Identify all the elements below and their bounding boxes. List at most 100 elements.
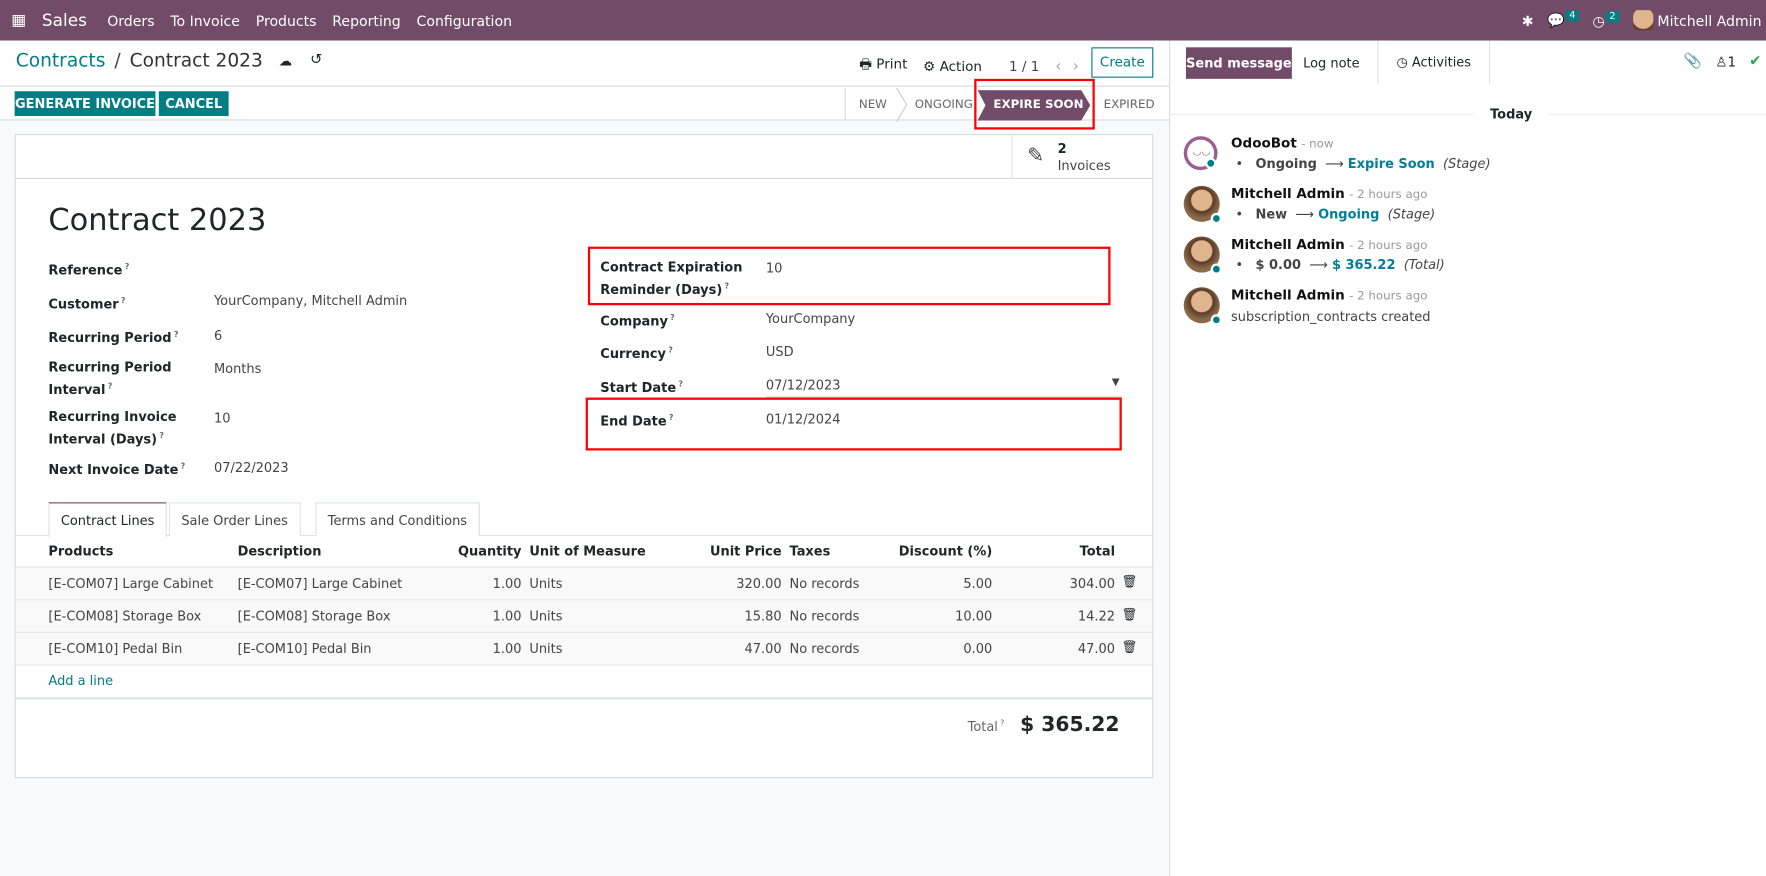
recurring-period-interval-field[interactable]: Months — [213, 360, 262, 377]
column-header-taxes[interactable]: Taxes — [789, 542, 831, 559]
cell-quantity[interactable]: 1.00 — [492, 608, 522, 624]
action-button[interactable]: ⚙ Action — [923, 58, 982, 74]
recurring-period-field[interactable]: 6 — [213, 327, 223, 344]
add-a-line-link[interactable]: Add a line — [48, 672, 114, 689]
cell-quantity[interactable]: 1.00 — [492, 640, 522, 657]
cell-discount[interactable]: 10.00 — [955, 608, 993, 624]
cell-unit-price[interactable]: 15.80 — [744, 608, 782, 624]
stage-expire-soon[interactable]: EXPIRE SOON — [993, 97, 1084, 112]
message-author[interactable]: Mitchell Admin — [1231, 236, 1345, 253]
cell-taxes[interactable]: No records — [789, 608, 860, 624]
app-grid-icon[interactable]: ▦ — [11, 11, 27, 30]
cell-product[interactable]: [E-COM07] Large Cabinet — [48, 575, 214, 592]
date-separator: Today — [1490, 105, 1533, 122]
message-author[interactable]: OdooBot — [1231, 135, 1297, 151]
cell-unit-price[interactable]: 320.00 — [736, 575, 782, 592]
trash-icon[interactable]: 🗑 — [1121, 607, 1138, 622]
user-name: Mitchell Admin — [1657, 11, 1762, 29]
pager-value[interactable]: 1 / 1 — [1008, 58, 1040, 74]
save-cloud-icon[interactable]: ☁ — [278, 52, 293, 69]
expiration-reminder-field[interactable]: 10 — [765, 260, 783, 276]
debug-bug-icon[interactable]: ✱ — [1521, 11, 1534, 29]
trash-icon[interactable]: 🗑 — [1121, 639, 1138, 655]
cell-product[interactable]: [E-COM08] Storage Box — [48, 608, 202, 624]
cell-uom[interactable]: Units — [529, 608, 563, 624]
cancel-button[interactable]: CANCEL — [158, 91, 229, 117]
create-button[interactable]: Create — [1091, 47, 1154, 78]
odoobot-avatar[interactable]: ◡◡ — [1183, 136, 1218, 171]
messages-button[interactable]: 💬 4 — [1547, 10, 1579, 29]
customer-field[interactable]: YourCompany, Mitchell Admin — [213, 292, 408, 309]
send-message-button[interactable]: Send message — [1185, 47, 1292, 79]
column-header-description[interactable]: Description — [237, 542, 322, 559]
print-button[interactable]: 🖶 Print — [859, 56, 908, 73]
column-header-total[interactable]: Total — [1079, 542, 1116, 559]
menu-reporting[interactable]: Reporting — [332, 11, 401, 29]
user-avatar[interactable] — [1183, 236, 1223, 275]
next-invoice-date-field[interactable]: 07/22/2023 — [213, 459, 289, 476]
menu-products[interactable]: Products — [255, 11, 317, 29]
cell-discount[interactable]: 5.00 — [963, 575, 993, 592]
start-date-input[interactable]: 07/12/2023 ▼ — [765, 377, 1122, 398]
menu-orders[interactable]: Orders — [107, 11, 155, 29]
currency-field[interactable]: USD — [765, 343, 794, 360]
cell-description[interactable]: [E-COM10] Pedal Bin — [237, 640, 372, 657]
tab-sale-order-lines[interactable]: Sale Order Lines — [168, 502, 301, 537]
cell-taxes[interactable]: No records — [789, 640, 860, 657]
message-header: Mitchell Admin - 2 hours ago — [1231, 237, 1427, 253]
menu-to-invoice[interactable]: To Invoice — [170, 11, 240, 29]
menu-configuration[interactable]: Configuration — [416, 11, 512, 29]
stage-expired[interactable]: EXPIRED — [1103, 97, 1155, 112]
followers-button[interactable]: ♙1 — [1715, 54, 1737, 70]
column-header-unit-price[interactable]: Unit Price — [709, 542, 782, 559]
dropdown-caret-icon[interactable]: ▼ — [1111, 377, 1120, 389]
cell-uom[interactable]: Units — [529, 640, 563, 657]
generate-invoice-button[interactable]: GENERATE INVOICE — [14, 91, 156, 117]
cell-discount[interactable]: 0.00 — [963, 640, 993, 657]
activities-button[interactable]: ◷ Activities — [1377, 40, 1491, 84]
company-field[interactable]: YourCompany — [765, 310, 856, 327]
tracking-change: • $ 0.00 ⟶ $ 365.22 (Total) — [1235, 256, 1445, 273]
cell-taxes[interactable]: No records — [789, 575, 860, 592]
user-avatar[interactable] — [1183, 185, 1223, 225]
cell-product[interactable]: [E-COM10] Pedal Bin — [48, 640, 183, 657]
pager-next-icon[interactable]: › — [1072, 56, 1079, 75]
cell-quantity[interactable]: 1.00 — [492, 575, 522, 592]
tab-contract-lines[interactable]: Contract Lines — [48, 502, 167, 538]
follow-check-icon[interactable]: ✔ — [1749, 52, 1762, 70]
message-author[interactable]: Mitchell Admin — [1231, 287, 1345, 303]
table-row[interactable] — [15, 599, 1153, 632]
end-date-field[interactable]: 01/12/2024 — [765, 411, 841, 427]
trash-icon[interactable]: 🗑 — [1121, 574, 1138, 590]
cell-description[interactable]: [E-COM08] Storage Box — [237, 608, 391, 624]
pager-previous-icon[interactable]: ‹ — [1055, 56, 1062, 75]
discard-undo-icon[interactable]: ↺ — [310, 51, 323, 69]
column-header-products[interactable]: Products — [48, 542, 114, 559]
cell-total[interactable]: 14.22 — [1077, 608, 1116, 624]
table-row[interactable] — [15, 566, 1153, 600]
breadcrumb-contracts[interactable]: Contracts — [15, 49, 106, 71]
cell-uom[interactable]: Units — [529, 575, 563, 592]
column-header-discount[interactable]: Discount (%) — [898, 542, 993, 559]
column-header-uom[interactable]: Unit of Measure — [529, 542, 646, 559]
cell-description[interactable]: [E-COM07] Large Cabinet — [237, 575, 403, 592]
user-menu[interactable]: Mitchell Admin — [1632, 10, 1762, 31]
highlight-box — [974, 78, 1095, 130]
message-author[interactable]: Mitchell Admin — [1231, 185, 1345, 202]
messages-badge: 4 — [1565, 10, 1579, 22]
cell-unit-price[interactable]: 47.00 — [744, 640, 782, 657]
table-row[interactable] — [15, 631, 1153, 665]
user-avatar[interactable] — [1183, 287, 1223, 326]
paperclip-icon[interactable]: 📎 — [1683, 52, 1703, 70]
tab-terms-and-conditions[interactable]: Terms and Conditions — [315, 502, 480, 537]
column-header-quantity[interactable]: Quantity — [458, 542, 522, 559]
invoices-smart-button[interactable]: ✎ 2 Invoices — [1011, 135, 1152, 178]
stage-new[interactable]: NEW — [858, 97, 887, 112]
cell-total[interactable]: 47.00 — [1077, 640, 1116, 657]
activities-button[interactable]: ◷ 2 — [1592, 10, 1620, 29]
cell-total[interactable]: 304.00 — [1069, 575, 1116, 592]
log-note-button[interactable]: Log note — [1303, 55, 1360, 71]
recurring-invoice-interval-field[interactable]: 10 — [213, 409, 231, 426]
app-name[interactable]: Sales — [41, 10, 87, 31]
stage-ongoing[interactable]: ONGOING — [914, 97, 973, 112]
